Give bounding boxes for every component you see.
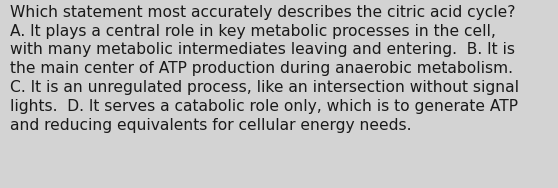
Text: Which statement most accurately describes the citric acid cycle?
A. It plays a c: Which statement most accurately describe… bbox=[10, 5, 519, 133]
